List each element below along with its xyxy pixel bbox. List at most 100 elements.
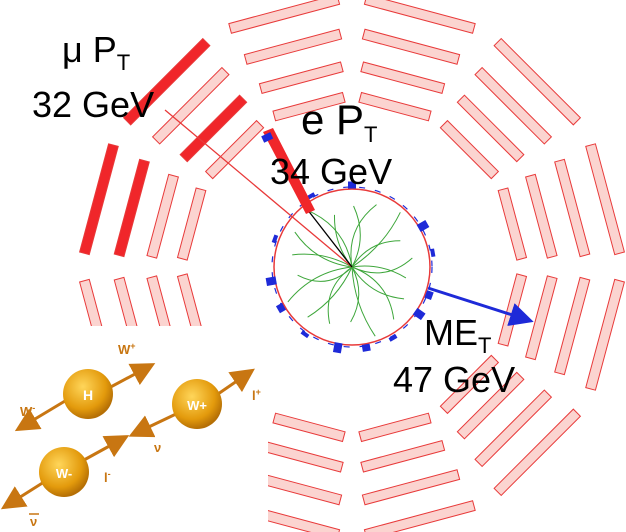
chamber-module bbox=[361, 469, 461, 506]
chamber-module bbox=[358, 91, 432, 122]
charged-track bbox=[351, 266, 405, 300]
chamber-module bbox=[585, 278, 626, 391]
calorimeter-hits bbox=[265, 181, 436, 354]
calorimeter-hit bbox=[275, 302, 287, 314]
calorimeter-hit bbox=[430, 248, 436, 258]
chamber-module bbox=[363, 500, 476, 532]
chamber-module bbox=[439, 119, 500, 180]
calorimeter-hit bbox=[332, 342, 343, 354]
chamber-module bbox=[456, 94, 525, 163]
nu-label: ν bbox=[154, 440, 161, 455]
hit-chamber-module bbox=[78, 143, 119, 256]
chamber-module bbox=[176, 187, 207, 261]
nu-arrow bbox=[128, 412, 177, 438]
chamber-module bbox=[525, 275, 558, 361]
wplus-ball bbox=[172, 379, 222, 429]
muon-pt-label: μ PT bbox=[62, 29, 130, 75]
electron-energy-deposit bbox=[263, 128, 315, 214]
chamber-module bbox=[525, 173, 558, 259]
electron-pt-value: 34 GeV bbox=[270, 151, 392, 192]
chamber-module bbox=[228, 0, 341, 34]
chamber-module bbox=[358, 412, 432, 443]
chamber-module bbox=[360, 61, 446, 94]
lplus-arrow bbox=[217, 368, 255, 396]
muon-track bbox=[164, 109, 353, 268]
charged-track bbox=[351, 240, 401, 268]
chamber-module bbox=[474, 389, 553, 468]
wplus-arrow bbox=[104, 363, 156, 392]
wminus-arrow bbox=[14, 396, 71, 432]
chamber-module bbox=[363, 0, 476, 34]
chamber-module bbox=[497, 273, 528, 347]
charged-track bbox=[294, 231, 353, 268]
hit-chamber-module bbox=[122, 37, 211, 126]
charged-track bbox=[351, 212, 401, 268]
calorimeter-hit bbox=[388, 334, 398, 342]
calorimeter-hit bbox=[412, 307, 426, 321]
feynman-diagram: H W+ W- W+ W- l+ ν l- ν bbox=[0, 326, 268, 532]
chamber-module bbox=[146, 173, 179, 259]
charged-track bbox=[351, 266, 376, 337]
higgs-ball bbox=[63, 369, 113, 419]
calorimeter-ring bbox=[271, 186, 433, 348]
chamber-module bbox=[272, 91, 346, 122]
met-value: 47 GeV bbox=[393, 359, 515, 400]
charged-tracks bbox=[287, 204, 413, 337]
chamber-module bbox=[474, 66, 553, 145]
calorimeter-hit bbox=[361, 343, 371, 352]
higgs-ball-label: H bbox=[83, 387, 93, 403]
nubar-label: ν bbox=[30, 514, 37, 529]
charged-track bbox=[287, 266, 353, 303]
charged-track bbox=[351, 265, 407, 279]
inner-tracker bbox=[265, 181, 436, 354]
chamber-module bbox=[151, 66, 230, 145]
chamber-module bbox=[585, 143, 626, 256]
chamber-module bbox=[497, 187, 528, 261]
charged-track bbox=[306, 209, 353, 268]
lminus-arrow bbox=[83, 435, 130, 462]
hit-muon-chambers bbox=[78, 37, 248, 258]
chamber-module bbox=[360, 440, 446, 473]
wminus-arrow-label: W- bbox=[20, 403, 35, 419]
chamber-module bbox=[243, 28, 343, 65]
muon-pt-value: 32 GeV bbox=[32, 84, 154, 125]
chamber-module bbox=[493, 408, 582, 497]
chamber-module bbox=[493, 37, 582, 126]
feynman-background bbox=[0, 326, 268, 532]
charged-track bbox=[350, 204, 377, 268]
charged-track bbox=[351, 257, 413, 274]
chamber-module bbox=[554, 276, 591, 376]
charged-track bbox=[292, 253, 353, 268]
chamber-module bbox=[258, 61, 344, 94]
hit-chamber-module bbox=[113, 158, 150, 258]
wminus-ball-label: W- bbox=[56, 466, 72, 481]
calorimeter-hit bbox=[416, 220, 430, 232]
chamber-module bbox=[204, 119, 265, 180]
hit-chamber-module bbox=[179, 94, 248, 163]
met-label: MET bbox=[424, 312, 491, 358]
calorimeter-hit bbox=[271, 234, 279, 244]
charged-track bbox=[350, 266, 360, 323]
nubar-arrow bbox=[0, 480, 45, 510]
chamber-module bbox=[456, 371, 525, 440]
electron-pt-label: e PT bbox=[301, 96, 378, 147]
electron-ecal-hit bbox=[261, 132, 274, 143]
lminus-label: l- bbox=[104, 469, 111, 485]
wplus-arrow-label: W+ bbox=[118, 341, 136, 357]
wplus-ball-label: W+ bbox=[187, 398, 207, 413]
lplus-label: l+ bbox=[252, 387, 261, 403]
wminus-ball bbox=[39, 447, 89, 497]
calorimeter-hit bbox=[265, 276, 277, 287]
calorimeter-hit bbox=[348, 181, 356, 189]
charged-track bbox=[307, 266, 353, 318]
chamber-module bbox=[258, 440, 344, 473]
chamber-module bbox=[554, 158, 591, 258]
chamber-module bbox=[439, 354, 500, 415]
charged-track bbox=[351, 205, 361, 268]
calorimeter-hit bbox=[300, 330, 310, 339]
chamber-module bbox=[272, 412, 346, 443]
charged-track bbox=[297, 266, 353, 282]
chamber-module bbox=[361, 28, 461, 65]
